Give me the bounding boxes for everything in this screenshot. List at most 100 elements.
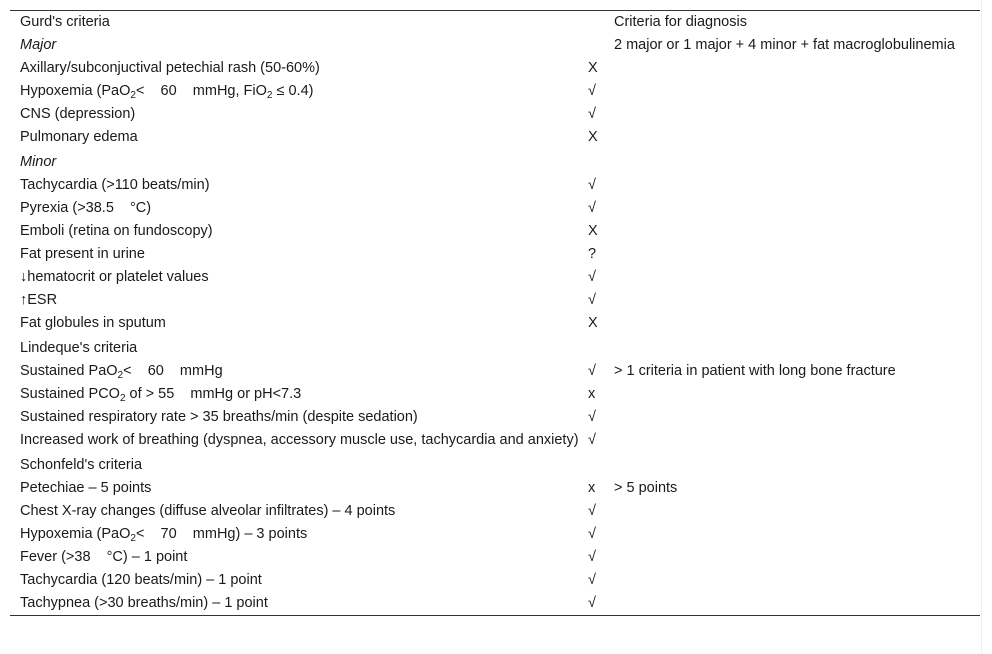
criterion-label: Chest X-ray changes (diffuse alveolar in… (10, 500, 588, 523)
label-text: Fat globules in sputum (20, 315, 166, 331)
criterion-label: CNS (depression) (10, 103, 588, 126)
section-row: Lindeque's criteria (10, 335, 980, 360)
criteria-table: Gurd's criteria Criteria for diagnosis Maj… (10, 11, 980, 615)
label-text: Lindeque's criteria (20, 340, 138, 356)
table-row: Fever (>38 °C) – 1 point √ (10, 546, 980, 569)
label-text: < 70 mmHg) – 3 points (135, 526, 308, 542)
label-text: CNS (depression) (20, 106, 136, 122)
page-edge (981, 0, 982, 654)
label-text: < 60 mmHg (123, 363, 223, 379)
table-row: Sustained respiratory rate > 35 breaths/… (10, 406, 980, 429)
label-text: < 60 mmHg, FiO (135, 83, 267, 99)
label-text: Axillary/subconjuctival petechial rash (… (20, 60, 320, 76)
subscript: 2 (130, 533, 136, 544)
label-text: Fever (>38 °C) – 1 point (20, 549, 188, 565)
table-row: Chest X-ray changes (diffuse alveolar in… (10, 500, 980, 523)
diagnosis-criteria (614, 406, 980, 429)
criterion-label: Hypoxemia (PaO2< 60 mmHg, FiO2 ≤ 0.4) (10, 80, 588, 103)
table-row: Tachypnea (>30 breaths/min) – 1 point √ (10, 592, 980, 615)
patient-status-mark: X (588, 129, 598, 145)
patient-status-mark: √ (588, 595, 596, 611)
label-text: Chest X-ray changes (diffuse alveolar in… (20, 503, 396, 519)
patient-status-mark: √ (588, 409, 596, 425)
table-row: Tachycardia (>110 beats/min) √ (10, 174, 980, 197)
diagnosis-criteria: > 5 points (614, 480, 678, 496)
diagnosis-criteria (614, 149, 980, 174)
patient-status-mark: x (588, 480, 596, 496)
label-text: Increased work of breathing (dyspnea, ac… (20, 432, 579, 448)
label-text: of > 55 mmHg or pH<7.3 (125, 386, 302, 402)
patient-status-mark (588, 452, 614, 477)
table-row: ↓hematocrit or platelet values √ (10, 266, 980, 289)
section-row: Schonfeld's criteria (10, 452, 980, 477)
label-text: Hypoxemia (PaO (20, 526, 131, 542)
criterion-label: Sustained respiratory rate > 35 breaths/… (10, 406, 588, 429)
diagnosis-criteria (614, 452, 980, 477)
label-text: Gurd's criteria (20, 14, 110, 30)
criterion-label: Gurd's criteria (10, 11, 588, 34)
criterion-label: Pyrexia (>38.5 °C) (10, 197, 588, 220)
diagnosis-criteria (614, 266, 980, 289)
criterion-label: Axillary/subconjuctival petechial rash (… (10, 57, 588, 80)
table-row: Increased work of breathing (dyspnea, ac… (10, 429, 980, 452)
criterion-label: ↑ESR (10, 289, 588, 312)
criterion-label: ↓hematocrit or platelet values (10, 266, 588, 289)
diagnosis-criteria (614, 500, 980, 523)
table-row: Petechiae – 5 points x > 5 points (10, 477, 980, 500)
diagnosis-criteria: > 1 criteria in patient with long bone f… (614, 363, 896, 379)
diagnosis-criteria (614, 592, 980, 615)
diagnosis-criteria (614, 126, 980, 149)
criterion-label: Sustained PaO2< 60 mmHg (10, 360, 588, 383)
diagnosis-criteria (614, 523, 980, 546)
diagnosis-criteria (614, 197, 980, 220)
patient-status-mark: √ (588, 83, 596, 99)
criterion-label: Fever (>38 °C) – 1 point (10, 546, 588, 569)
diagnosis-criteria (614, 312, 980, 335)
patient-status-mark: x (588, 386, 596, 402)
criterion-label: Petechiae – 5 points (10, 477, 588, 500)
criterion-label: Minor (10, 149, 588, 174)
patient-status-mark (588, 149, 614, 174)
patient-status-mark: X (588, 60, 598, 76)
label-text: ≤ 0.4) (272, 83, 314, 99)
criterion-label: Major (10, 34, 588, 57)
patient-status-mark: √ (588, 432, 596, 448)
label-text: ↓hematocrit or platelet values (20, 269, 209, 285)
subscript: 2 (117, 370, 124, 381)
label-text: Pyrexia (>38.5 °C) (20, 200, 152, 216)
section-row: Minor (10, 149, 980, 174)
diagnosis-criteria: Criteria for diagnosis (614, 14, 747, 30)
label-text: Emboli (retina on fundoscopy) (20, 223, 213, 239)
criterion-label: Emboli (retina on fundoscopy) (10, 220, 588, 243)
patient-status-mark (588, 335, 614, 360)
label-text: Pulmonary edema (20, 129, 138, 145)
patient-status-mark: √ (588, 526, 596, 542)
diagnosis-criteria (614, 546, 980, 569)
table-row: Major 2 major or 1 major + 4 minor + fat … (10, 34, 980, 57)
label-text: Tachycardia (>110 beats/min) (20, 177, 210, 193)
table-row: Hypoxemia (PaO2< 60 mmHg, FiO2 ≤ 0.4) √ (10, 80, 980, 103)
label-text: Major (20, 37, 57, 53)
table-row: Axillary/subconjuctival petechial rash (… (10, 57, 980, 80)
table-row: Emboli (retina on fundoscopy) X (10, 220, 980, 243)
criterion-label: Hypoxemia (PaO2< 70 mmHg) – 3 points (10, 523, 588, 546)
patient-status-mark: √ (588, 292, 596, 308)
criterion-label: Tachycardia (120 beats/min) – 1 point (10, 569, 588, 592)
criterion-label: Tachycardia (>110 beats/min) (10, 174, 588, 197)
subscript: 2 (130, 90, 136, 101)
table-row: Pulmonary edema X (10, 126, 980, 149)
table-row: Sustained PCO2 of > 55 mmHg or pH<7.3 x (10, 383, 980, 406)
label-text: Hypoxemia (PaO (20, 83, 131, 99)
patient-status-mark: X (588, 315, 598, 331)
table-row: Sustained PaO2< 60 mmHg √ > 1 criteria in … (10, 360, 980, 383)
diagnosis-criteria (614, 289, 980, 312)
table-row: CNS (depression) √ (10, 103, 980, 126)
criterion-label: Sustained PCO2 of > 55 mmHg or pH<7.3 (10, 383, 588, 406)
diagnosis-criteria: 2 major or 1 major + 4 minor + fat macro… (614, 37, 955, 53)
criterion-label: Fat present in urine (10, 243, 588, 266)
patient-status-mark (588, 11, 614, 34)
diagnosis-criteria (614, 429, 980, 452)
label-text: Minor (20, 154, 57, 170)
criterion-label: Schonfeld's criteria (10, 452, 588, 477)
subscript: 2 (266, 90, 273, 101)
